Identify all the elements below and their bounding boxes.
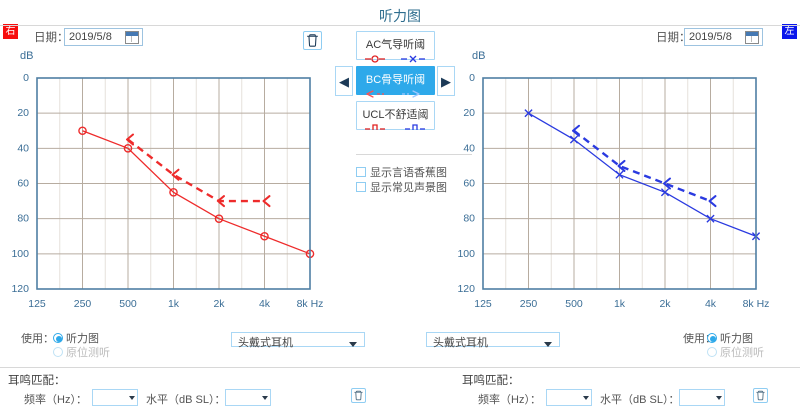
svg-text:250: 250 <box>520 298 538 310</box>
svg-text:80: 80 <box>463 213 475 225</box>
svg-text:2k: 2k <box>659 298 671 310</box>
svg-text:1k: 1k <box>614 298 626 310</box>
svg-text:4k: 4k <box>705 298 717 310</box>
svg-text:60: 60 <box>463 178 475 190</box>
svg-text:120: 120 <box>457 283 475 295</box>
svg-text:8k Hz: 8k Hz <box>743 298 770 310</box>
svg-text:500: 500 <box>565 298 583 310</box>
svg-text:100: 100 <box>457 248 475 260</box>
svg-text:40: 40 <box>463 142 475 154</box>
svg-text:0: 0 <box>469 72 475 84</box>
svg-text:125: 125 <box>474 298 492 310</box>
svg-text:20: 20 <box>463 107 475 119</box>
